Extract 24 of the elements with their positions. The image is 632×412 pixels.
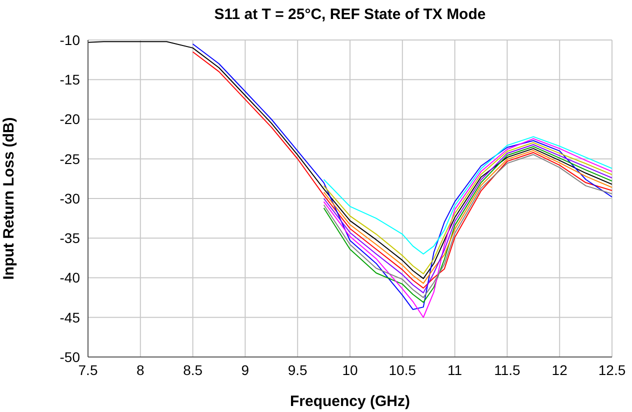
y-tick-label: -20 <box>60 111 80 128</box>
y-tick-label: -35 <box>60 230 80 246</box>
x-tick-label: 11 <box>448 362 462 378</box>
y-axis-title: Input Return Loss (dB) <box>0 117 18 280</box>
y-tick-label: -45 <box>60 309 80 326</box>
y-tick-label: -50 <box>60 348 80 365</box>
y-tick-label: -25 <box>60 150 80 167</box>
x-tick-label: 11.5 <box>494 362 521 378</box>
x-axis-title: Frequency (GHz) <box>290 393 410 410</box>
y-tick-label: -30 <box>60 190 80 206</box>
chart-title: S11 at T = 25°C, REF State of TX Mode <box>213 6 487 23</box>
line-series <box>323 136 612 254</box>
x-tick-label: 10 <box>342 362 358 378</box>
x-tick-label: 9 <box>241 362 250 378</box>
x-tick-label: 9.5 <box>288 362 308 378</box>
x-tick-label: 7.5 <box>78 362 98 378</box>
y-tick-label: -15 <box>60 72 80 88</box>
x-tick-label: 10.5 <box>388 362 416 378</box>
x-tick-label: 12 <box>552 362 568 378</box>
y-tick-label: -10 <box>60 32 80 48</box>
x-tick-label: 8.5 <box>183 362 203 378</box>
y-tick-label: -40 <box>60 270 80 286</box>
x-tick-label: 8 <box>136 362 144 378</box>
x-tick-label: 12.5 <box>598 362 626 378</box>
